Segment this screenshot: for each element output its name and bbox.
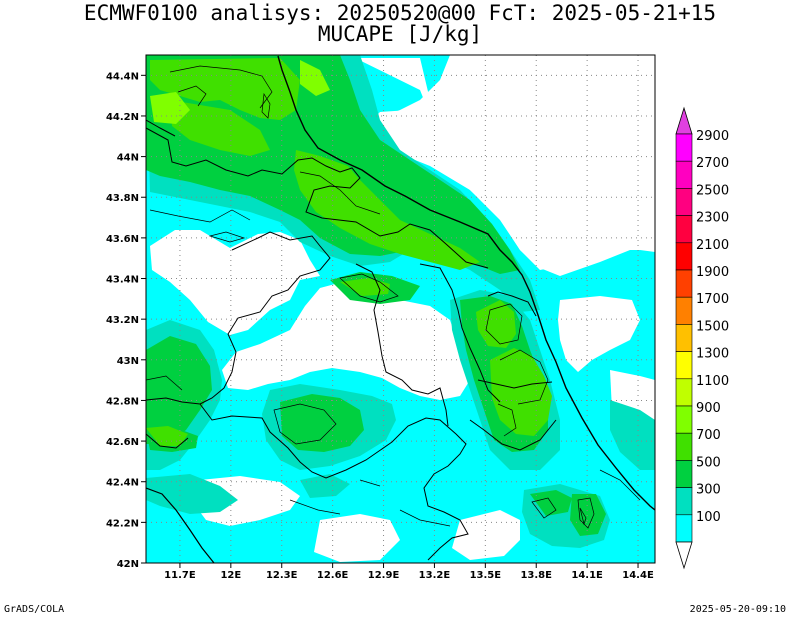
- lat-tick-label: 42N: [117, 559, 139, 570]
- lon-tick-label: 13.2E: [419, 570, 451, 581]
- adriatic-coastline: [277, 55, 655, 511]
- colorbar-segment: [675, 487, 693, 516]
- colorbar-label: 2700: [696, 156, 729, 171]
- colorbar-segment: [675, 351, 693, 380]
- lon-tick-label: 12E: [220, 570, 241, 581]
- mucape-map: 44.4N 44.2N 44N 43.8N 43.6N 43.4N 43.2N 43N 42.8…: [106, 54, 729, 581]
- colorbar-segment: [675, 160, 693, 189]
- colorbar-label: 2300: [696, 211, 729, 226]
- lat-tick-label: 42.8N: [106, 396, 139, 407]
- colorbar-segment: [675, 405, 693, 434]
- tyrrhenian-coastline: [146, 487, 215, 563]
- latitude-labels: 44.4N 44.2N 44N 43.8N 43.6N 43.4N 43.2N 43N 42.8…: [106, 71, 146, 570]
- light-green-region: [340, 278, 390, 296]
- longitude-labels: 11.7E 12E 12.3E 12.6E 12.9E 13.2E 13.5E 13.8E 14…: [164, 563, 654, 581]
- field-700-900: [146, 58, 552, 446]
- lon-tick-label: 13.5E: [470, 570, 502, 581]
- colorbar-label: 100: [696, 510, 721, 525]
- region-boundary-emilia: [146, 127, 489, 269]
- light-green-region: [294, 150, 480, 270]
- lat-tick-label: 42.4N: [106, 478, 139, 489]
- green-region: [280, 394, 364, 452]
- colorbar-label: 2900: [696, 129, 729, 144]
- colorbar-label: 900: [696, 401, 721, 416]
- lat-tick-label: 43N: [117, 356, 139, 367]
- colorbar-label: 1900: [696, 265, 729, 280]
- footer-left: GrADS/COLA: [4, 604, 65, 615]
- light-green-region: [476, 300, 516, 348]
- colorbar-label: 500: [696, 455, 721, 470]
- colorbar-segment: [675, 296, 693, 325]
- lat-tick-label: 44.2N: [106, 112, 139, 123]
- green-region: [146, 336, 212, 444]
- green-region: [570, 494, 606, 536]
- lon-tick-label: 13.8E: [520, 570, 552, 581]
- teal-region: [610, 400, 655, 470]
- boundary-lines: [146, 55, 655, 563]
- teal-region: [300, 474, 350, 498]
- colorbar-label: 300: [696, 483, 721, 498]
- mucape-field: [146, 55, 655, 563]
- colorbar-label: 2100: [696, 238, 729, 253]
- lat-tick-label: 43.4N: [106, 275, 139, 286]
- lat-tick-label: 42.6N: [106, 437, 139, 448]
- no-cape-region: [222, 280, 470, 400]
- region-boundary-tuscany-umbria: [199, 231, 331, 405]
- chart-title: ECMWF0100 analisys: 20250520@00 FcT: 202…: [83, 1, 717, 25]
- lat-tick-label: 44N: [117, 153, 139, 164]
- chart-subtitle: MUCAPE [J/kg]: [317, 22, 483, 46]
- colorbar-segment: [675, 324, 693, 352]
- colorbar-segment: [675, 269, 693, 298]
- colorbar-segment: [675, 133, 693, 162]
- lon-tick-label: 12.6E: [317, 570, 349, 581]
- colorbar-bottom-arrow: [675, 541, 693, 570]
- light-green-region: [170, 100, 270, 156]
- plot-frame: [145, 54, 656, 564]
- lime-region: [300, 60, 330, 96]
- lat-tick-label: 44.4N: [106, 71, 139, 82]
- lon-tick-label: 14.4E: [622, 570, 654, 581]
- colorbar-label: 1100: [696, 374, 729, 389]
- lon-tick-label: 11.7E: [164, 570, 196, 581]
- lon-tick-label: 12.9E: [368, 570, 400, 581]
- colorbar-segment: [675, 188, 693, 216]
- colorbar-segment: [675, 460, 693, 488]
- colorbar-segment: [675, 215, 693, 244]
- colorbar-segment: [675, 378, 693, 407]
- lon-tick-label: 14.1E: [571, 570, 603, 581]
- no-cape-region: [558, 296, 640, 372]
- teal-region: [146, 474, 238, 514]
- colorbar-label: 1300: [696, 347, 729, 362]
- region-boundary-marche: [355, 263, 449, 427]
- no-cape-region: [314, 514, 400, 562]
- colorbar-label: 2500: [696, 183, 729, 198]
- colorbar: 2900 2700 2500 2300 2100 1900 1700 1500 1300 1100…: [675, 106, 729, 570]
- lat-tick-label: 43.6N: [106, 234, 139, 245]
- colorbar-label: 700: [696, 428, 721, 443]
- lat-tick-label: 43.8N: [106, 193, 139, 204]
- colorbar-label: 1500: [696, 319, 729, 334]
- colorbar-segment: [675, 432, 693, 461]
- lon-tick-label: 12.3E: [266, 570, 298, 581]
- region-boundary-lazio: [199, 403, 469, 561]
- colorbar-top-arrow: [675, 106, 693, 135]
- colorbar-segment: [675, 242, 693, 271]
- footer-right: 2025-05-20-09:10: [689, 604, 786, 615]
- colorbar-label: 1700: [696, 292, 729, 307]
- no-cape-region: [452, 510, 520, 560]
- no-cape-region: [440, 55, 655, 276]
- colorbar-segment: [675, 514, 693, 543]
- lat-tick-label: 43.2N: [106, 315, 139, 326]
- no-cape-region: [150, 230, 320, 335]
- lat-tick-label: 42.2N: [106, 518, 139, 529]
